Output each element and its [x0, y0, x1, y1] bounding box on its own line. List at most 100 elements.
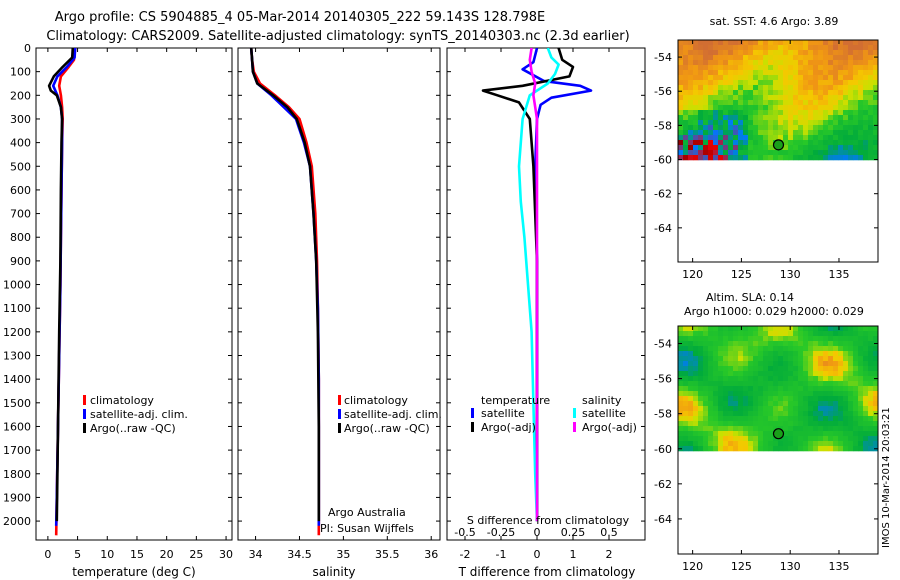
map-cell: [783, 140, 789, 146]
map-cell: [813, 361, 819, 367]
map-cell: [698, 431, 704, 437]
map-cell: [758, 351, 764, 357]
map-cell: [738, 70, 744, 76]
map-cell: [858, 331, 864, 337]
map-cell: [743, 60, 749, 66]
map-cell: [683, 406, 689, 412]
map-cell: [683, 60, 689, 66]
map-cell: [778, 351, 784, 357]
map-cell: [763, 336, 769, 342]
map-cell: [833, 346, 839, 352]
map-cell: [708, 341, 714, 347]
map-cell: [833, 406, 839, 412]
map-cell: [868, 351, 874, 357]
map-cell: [783, 411, 789, 417]
map-cell: [698, 356, 704, 362]
map-cell: [768, 351, 774, 357]
map-cell: [793, 431, 799, 437]
map-cell: [803, 411, 809, 417]
map-cell: [768, 341, 774, 347]
map-cell: [728, 145, 734, 151]
map-cell: [683, 351, 689, 357]
map-cell: [798, 376, 804, 382]
map-cell: [728, 406, 734, 412]
map-cell: [693, 346, 699, 352]
map-cell: [793, 346, 799, 352]
map-cell: [693, 100, 699, 106]
map-cell: [828, 50, 834, 56]
map-cell: [793, 436, 799, 442]
map-cell: [763, 391, 769, 397]
map-cell: [793, 120, 799, 126]
map-cell: [698, 426, 704, 432]
map-cell: [838, 100, 844, 106]
map-cell: [858, 381, 864, 387]
map-cell: [768, 381, 774, 387]
map-cell: [733, 40, 739, 46]
map-cell: [838, 381, 844, 387]
map-cell: [713, 426, 719, 432]
map-cell: [688, 421, 694, 427]
map-cell: [688, 60, 694, 66]
map-cell: [693, 125, 699, 131]
map-cell: [833, 65, 839, 71]
series-line-salinity-argo-adj-: [528, 48, 539, 522]
map-cell: [693, 416, 699, 422]
map-cell: [753, 65, 759, 71]
map-cell: [813, 80, 819, 86]
map-cell: [683, 50, 689, 56]
map-cell: [863, 436, 869, 442]
map-cell: [678, 426, 684, 432]
map-cell: [743, 150, 749, 156]
map-cell: [818, 416, 824, 422]
map-cell: [763, 326, 769, 332]
map-cell: [708, 401, 714, 407]
map-cell: [823, 155, 829, 161]
map-cell: [818, 90, 824, 96]
map-cell: [693, 130, 699, 136]
map-cell: [838, 120, 844, 126]
map-cell: [848, 346, 854, 352]
map-cell: [798, 120, 804, 126]
map-cell: [713, 326, 719, 332]
map-cell: [808, 90, 814, 96]
map-cell: [763, 441, 769, 447]
map-cell: [863, 155, 869, 161]
map-cell: [798, 40, 804, 46]
map-cell: [743, 341, 749, 347]
map-cell: [753, 90, 759, 96]
map-cell: [853, 421, 859, 427]
map-cell: [713, 155, 719, 161]
map-cell: [838, 331, 844, 337]
sal-legend-argo-label: Argo(..raw -QC): [344, 422, 430, 435]
map-cell: [763, 50, 769, 56]
map-cell: [698, 396, 704, 402]
map-cell: [798, 361, 804, 367]
map-cell: [858, 386, 864, 392]
map-cell: [763, 70, 769, 76]
map-cell: [813, 110, 819, 116]
map-cell: [863, 401, 869, 407]
map-cell: [713, 105, 719, 111]
map-cell: [723, 381, 729, 387]
map-cell: [758, 391, 764, 397]
map-cell: [828, 386, 834, 392]
map-cell: [763, 386, 769, 392]
map-cell: [838, 65, 844, 71]
map-cell: [683, 436, 689, 442]
map-cell: [683, 155, 689, 161]
map-cell: [853, 341, 859, 347]
map-cell: [853, 351, 859, 357]
map-cell: [778, 381, 784, 387]
map-cell: [863, 391, 869, 397]
map-cell: [868, 376, 874, 382]
map-cell: [803, 386, 809, 392]
map-cell: [803, 396, 809, 402]
map-cell: [738, 371, 744, 377]
series-group: [249, 48, 321, 536]
map-cell: [788, 361, 794, 367]
map-cell: [858, 351, 864, 357]
map-cell: [793, 40, 799, 46]
map-cell: [788, 60, 794, 66]
map-cell: [748, 60, 754, 66]
